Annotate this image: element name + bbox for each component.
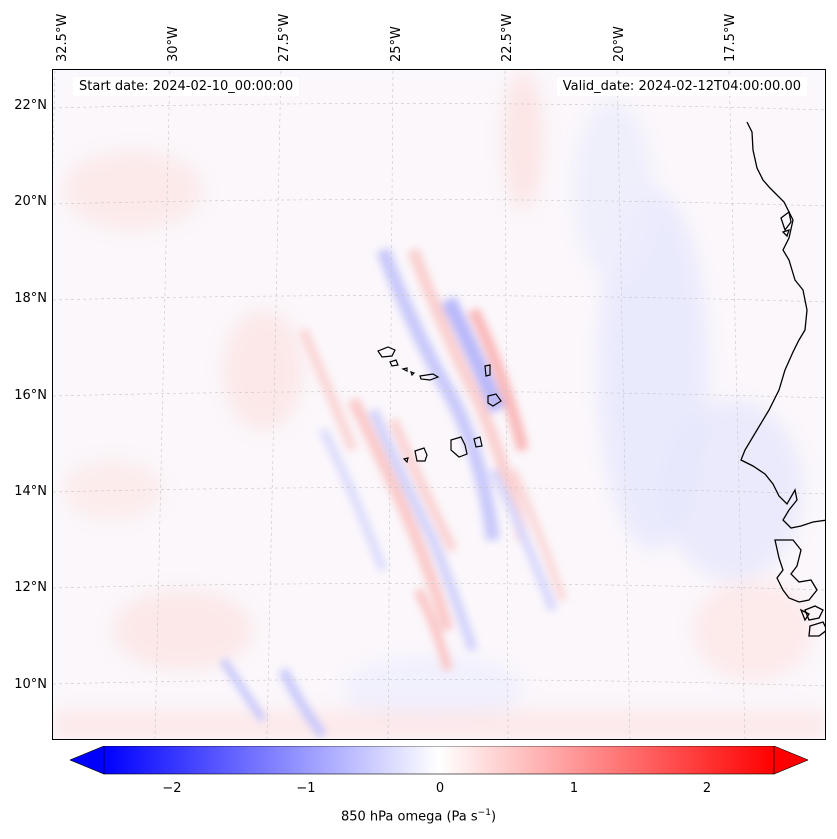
valid-date-label: Valid_date: 2024-02-12T04:00:00.00 [556,77,807,96]
lon-label: 32.5°W [55,13,70,62]
colorbar-gradient [103,746,775,775]
colorbar-min-arrow [70,746,105,775]
colorbar-tick-label: 0 [435,781,445,796]
colorbar-tick-label: −2 [162,781,182,796]
lat-label: 14°N [14,484,47,499]
lon-label: 22.5°W [500,13,515,62]
lat-label: 20°N [14,194,47,209]
colorbar-tick-label: −1 [296,781,316,796]
lon-label: 25°W [389,26,404,62]
lat-label: 18°N [14,291,47,306]
lon-label: 17.5°W [723,13,738,62]
cape-verde-islands [377,346,502,464]
lon-label: 30°W [166,26,181,62]
lat-label: 10°N [14,677,47,692]
start-date-label: Start date: 2024-02-10_00:00:00 [73,77,300,96]
lat-label: 22°N [14,98,47,113]
colorbar [70,746,808,775]
lat-label: 16°N [14,388,47,403]
colorbar-max-arrow [773,746,808,775]
colorbar-tick-label: 1 [569,781,579,796]
field-wave-bands [219,247,567,739]
lon-label: 27.5°W [277,13,292,62]
graticule [53,70,825,739]
map-panel[interactable] [52,69,826,740]
lat-label: 12°N [14,580,47,595]
africa-coastline [740,121,825,637]
omega-field-map [53,70,825,739]
colorbar-tick-label: 2 [702,781,712,796]
field-background-patches [53,70,825,739]
colorbar-label: 850 hPa omega (Pa s−1) [340,808,497,825]
lon-label: 20°W [612,26,627,62]
